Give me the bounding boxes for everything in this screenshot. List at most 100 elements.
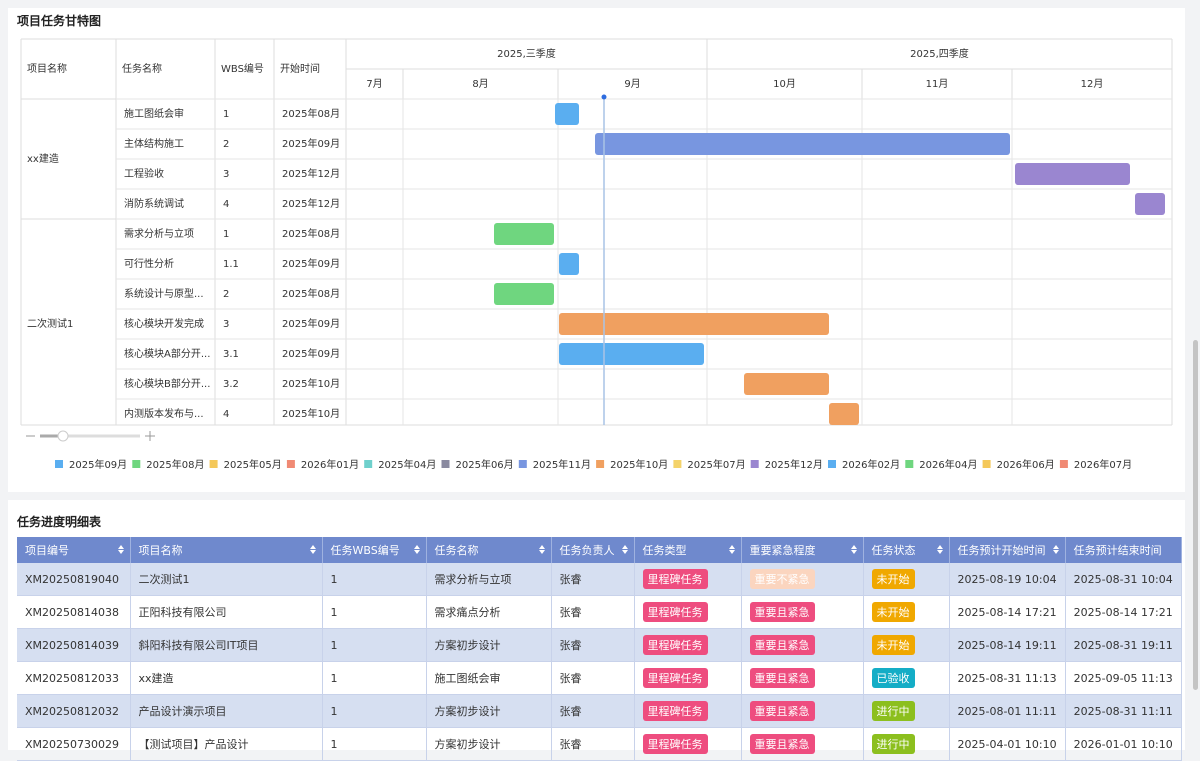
cell: 里程碑任务 [634,563,742,596]
legend-swatch [132,460,141,468]
cell: 2025-08-19 10:04 [949,563,1066,596]
cell: 2025-08-31 11:11 [1065,694,1182,728]
project-name: 二次测试1 [27,317,73,330]
cell: 已验收 [863,661,950,695]
start-month: 2025年09月 [282,317,340,330]
tag: 进行中 [871,734,915,754]
zoom-slider[interactable] [26,430,155,442]
cell: 里程碑任务 [634,727,742,761]
legend-label: 2025年04月 [378,458,436,471]
legend-swatch [982,460,991,468]
task-bar [595,133,1010,155]
column-header[interactable]: 任务状态 [863,537,950,563]
cell: 需求分析与立项 [426,563,552,596]
legend-label: 2025年11月 [533,458,591,471]
start-month: 2025年08月 [282,227,340,240]
wbs: 2 [223,139,229,150]
wbs: 1 [223,229,229,240]
task-name: 内测版本发布与... [124,407,204,420]
table-row: XM20250814039 斜阳科技有限公司IT项目 1 方案初步设计 张睿 里程碑任务 重… [17,628,1182,662]
legend-swatch [828,460,836,468]
column-header[interactable]: 任务预计结束时间 [1065,537,1182,563]
legend-swatch [1059,460,1068,468]
cell: 2025-08-14 17:21 [949,595,1066,629]
tag: 重要且紧急 [749,635,815,655]
start-month: 2025年08月 [282,107,340,120]
tag: 已验收 [871,668,915,688]
tag: 重要不紧急 [749,569,815,589]
column-header[interactable]: 项目名称 [130,537,323,563]
task-bar [494,283,554,305]
scrollbar[interactable] [1193,340,1198,690]
cell: 重要且紧急 [741,694,864,728]
cell: 1 [322,727,427,761]
cell: 斜阳科技有限公司IT项目 [130,628,323,662]
cell: XM20250814039 [17,628,131,662]
task-bar [494,223,554,245]
legend-swatch [209,460,218,468]
column-header[interactable]: 任务名称 [426,537,552,563]
project-name: xx建造 [27,152,59,165]
column-header[interactable]: 项目编号 [17,537,131,563]
legend-swatch [286,460,295,468]
today-dot [601,94,607,100]
table-row: XM20250814038 正阳科技有限公司 1 需求痛点分析 张睿 里程碑任务 重要且紧急… [17,595,1182,629]
tag: 重要且紧急 [749,668,815,688]
cell: 施工图纸会审 [426,661,552,695]
task-bar [559,343,704,365]
task-name: 可行性分析 [124,257,174,270]
start-month: 2025年09月 [282,347,340,360]
task-bar [555,103,579,125]
column-header[interactable]: 重要紧急程度 [741,537,864,563]
cell: 2025-04-01 10:10 [949,727,1066,761]
legend-label: 2025年09月 [69,458,127,471]
legend-label: 2025年12月 [765,458,823,471]
tag: 里程碑任务 [642,734,708,754]
cell: 重要且紧急 [741,661,864,695]
column-header[interactable]: 任务类型 [634,537,742,563]
cell: 里程碑任务 [634,661,742,695]
cell: 2025-08-14 17:21 [1065,595,1182,629]
cell: 1 [322,595,427,629]
cell: 2025-09-05 11:13 [1065,661,1182,695]
task-name: 工程验收 [124,167,164,180]
cell: 二次测试1 [130,563,323,596]
start-month: 2025年08月 [282,287,340,300]
task-bar [1015,163,1130,185]
legend-label: 2026年04月 [919,458,977,471]
task-name: 核心模块A部分开... [124,347,210,360]
column-header: 项目名称 [27,62,67,75]
column-header[interactable]: 任务预计开始时间 [949,537,1066,563]
column-header[interactable]: 任务WBS编号 [322,537,427,563]
tag: 里程碑任务 [642,569,708,589]
tag: 重要且紧急 [749,701,815,721]
start-month: 2025年10月 [282,407,340,420]
wbs: 1 [223,109,229,120]
wbs: 1.1 [223,259,239,270]
cell: 里程碑任务 [634,595,742,629]
column-header[interactable]: 任务负责人 [551,537,635,563]
cell: 张睿 [551,563,635,596]
tag: 里程碑任务 [642,635,708,655]
tag: 重要且紧急 [749,734,815,754]
legend-label: 2025年05月 [224,458,282,471]
legend-swatch [905,460,914,468]
wbs: 3 [223,319,229,330]
legend-swatch [518,460,527,468]
wbs: 2 [223,289,229,300]
table-row: XM20250730029 【测试项目】产品设计 1 方案初步设计 张睿 里程碑任务 重要且… [17,727,1182,761]
task-bar [559,253,579,275]
task-table: 项目编号 项目名称 任务WBS编号 任务名称 任务负责人 任务类型 重要紧急程度 任务状态 任务… [17,537,1182,761]
start-month: 2025年12月 [282,167,340,180]
cell: 2025-08-31 10:04 [1065,563,1182,596]
cell: 张睿 [551,727,635,761]
quarter: 2025,三季度 [497,47,556,60]
cell: 【测试项目】产品设计 [130,727,323,761]
legend-label: 2025年07月 [687,458,745,471]
start-month: 2025年09月 [282,137,340,150]
wbs: 3 [223,169,229,180]
cell: 1 [322,628,427,662]
column-header: 开始时间 [280,62,320,75]
tag: 里程碑任务 [642,668,708,688]
